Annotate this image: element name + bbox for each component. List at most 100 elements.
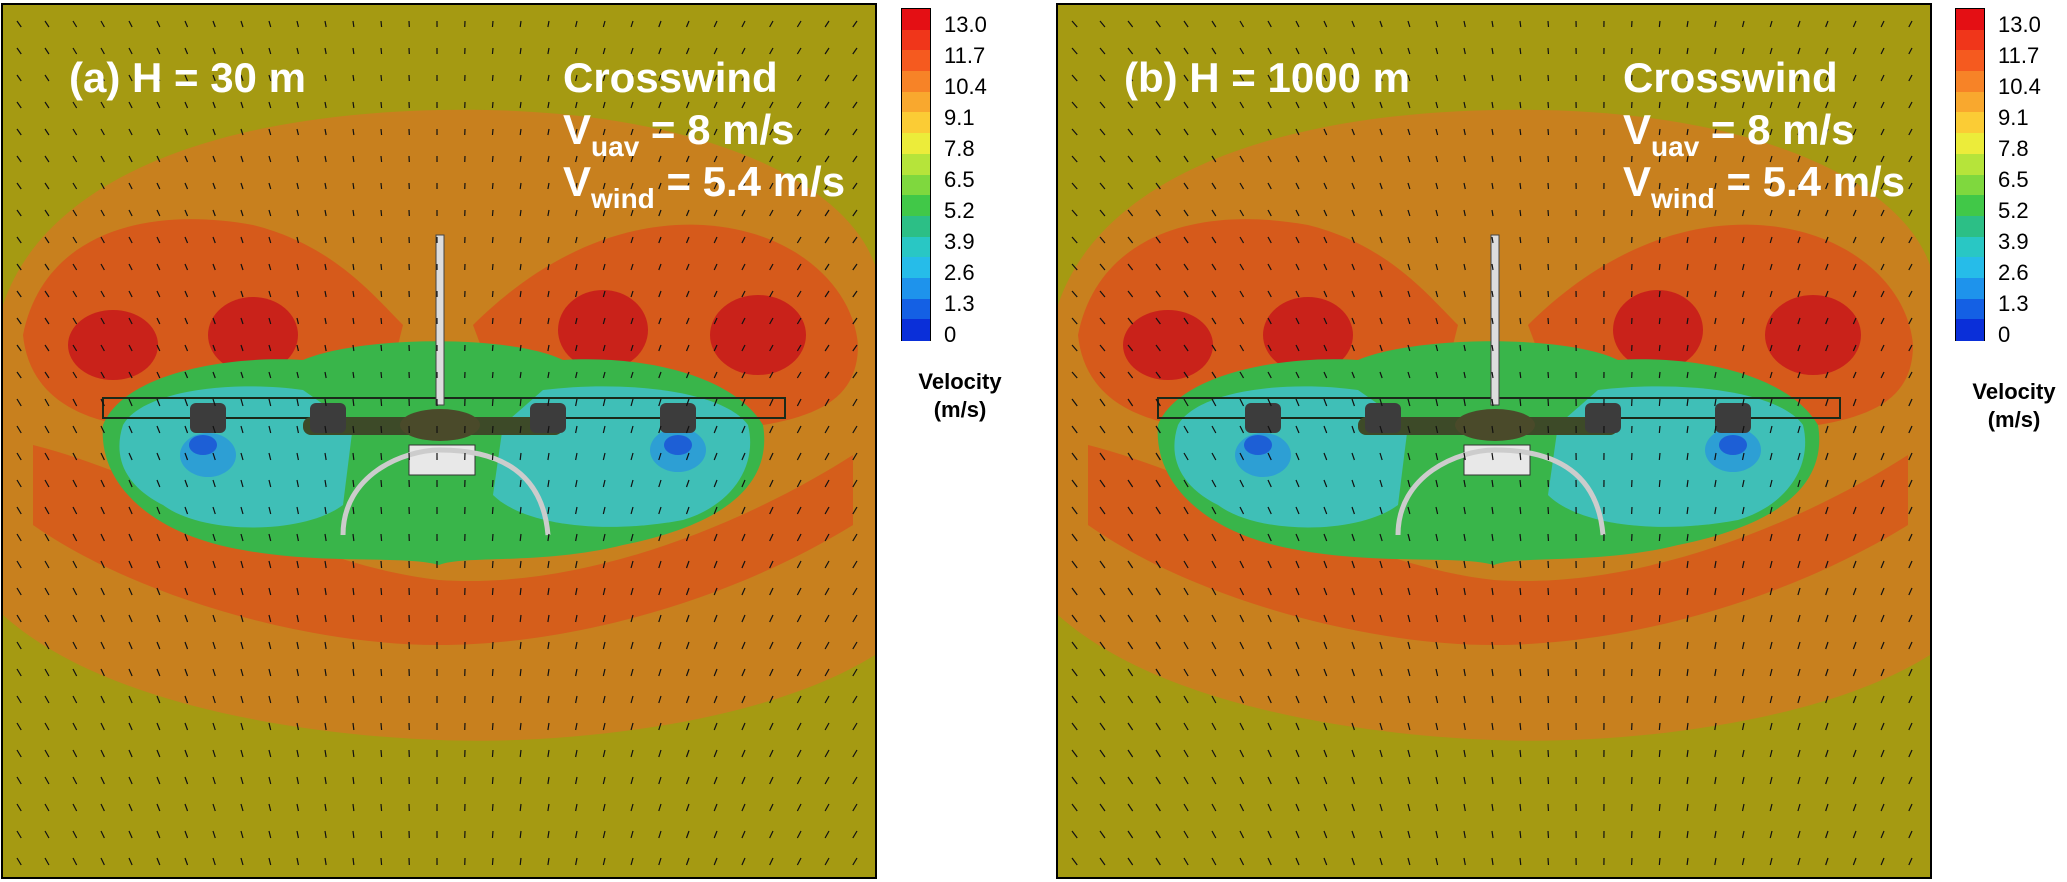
velocity-vector [184, 290, 189, 298]
velocity-vector [1825, 695, 1829, 704]
velocity-vector [1825, 722, 1829, 731]
velocity-vector [1127, 236, 1134, 244]
velocity-vector [324, 209, 327, 217]
velocity-vector [380, 533, 383, 542]
velocity-vector [796, 236, 802, 244]
velocity-vector [1880, 20, 1885, 28]
velocity-vector [380, 857, 383, 866]
velocity-vector [1769, 722, 1773, 731]
velocity-vector [1099, 830, 1106, 839]
velocity-vector [769, 479, 774, 488]
velocity-vector [685, 398, 690, 407]
velocity-vector [519, 155, 522, 163]
velocity-vector [1880, 506, 1885, 515]
velocity-vector [128, 479, 133, 488]
velocity-vector [128, 587, 133, 596]
panel-a-condition: Crosswind [563, 54, 778, 101]
velocity-vector [1852, 290, 1857, 298]
velocity-vector [630, 290, 634, 298]
velocity-vector [796, 479, 802, 488]
velocity-vector [1519, 209, 1522, 217]
velocity-vector [156, 668, 161, 677]
velocity-vector [1491, 74, 1494, 82]
velocity-vector [1519, 344, 1522, 352]
velocity-vector [713, 290, 718, 298]
velocity-vector [380, 182, 383, 190]
velocity-vector [769, 317, 774, 325]
velocity-vector [268, 74, 272, 82]
velocity-vector [685, 479, 690, 488]
velocity-vector [128, 560, 133, 569]
velocity-vector [575, 101, 578, 109]
velocity-vector [796, 290, 802, 298]
velocity-vector [156, 641, 161, 650]
velocity-vector [852, 749, 858, 758]
velocity-vector [1658, 20, 1661, 28]
velocity-vector [1239, 182, 1245, 190]
velocity-vector [602, 290, 606, 298]
velocity-vector [212, 830, 216, 839]
velocity-vector [1239, 668, 1245, 677]
velocity-vector [1880, 101, 1885, 109]
velocity-vector [519, 371, 522, 379]
velocity-vector [685, 452, 690, 461]
velocity-vector [1908, 344, 1913, 352]
velocity-vector [1379, 371, 1383, 379]
velocity-vector [380, 695, 383, 704]
velocity-vector [1267, 668, 1272, 677]
velocity-vector [1127, 533, 1134, 542]
velocity-vector [72, 560, 78, 569]
velocity-vector [240, 722, 244, 731]
velocity-vector [491, 344, 494, 352]
velocity-vector [268, 668, 272, 677]
velocity-vector [1183, 830, 1189, 839]
velocity-vector [630, 857, 634, 866]
velocity-vector [1825, 74, 1829, 82]
velocity-vector [1239, 236, 1245, 244]
velocity-vector [602, 722, 606, 731]
velocity-vector [1267, 587, 1272, 596]
velocity-vector [72, 20, 78, 28]
velocity-vector [1351, 749, 1355, 758]
velocity-vector [741, 479, 746, 488]
velocity-vector [824, 587, 830, 596]
velocity-vector [852, 182, 858, 190]
velocity-vector [1379, 290, 1383, 298]
velocity-vector [852, 74, 858, 82]
velocity-vector [1908, 749, 1913, 758]
velocity-vector [1379, 398, 1383, 407]
velocity-vector [1183, 533, 1189, 542]
velocity-vector [519, 452, 522, 461]
velocity-vector [1797, 398, 1801, 407]
velocity-vector [212, 47, 216, 55]
velocity-vector [352, 506, 355, 515]
velocity-vector [1183, 101, 1189, 109]
velocity-vector [713, 614, 718, 623]
velocity-vector [72, 830, 78, 839]
velocity-vector [156, 371, 161, 379]
velocity-vector [1267, 155, 1272, 163]
velocity-vector [1071, 398, 1078, 407]
velocity-vector [491, 506, 494, 515]
velocity-vector [769, 425, 774, 434]
velocity-vector [380, 614, 383, 623]
velocity-vector [741, 857, 746, 866]
velocity-vector [1183, 506, 1189, 515]
velocity-vector [184, 479, 189, 488]
velocity-vector [1519, 182, 1522, 190]
velocity-vector [796, 668, 802, 677]
velocity-vector [324, 452, 327, 461]
velocity-vector [824, 263, 830, 271]
velocity-vector [128, 506, 133, 515]
colorbar-tick-label: 3.9 [944, 229, 975, 254]
velocity-vector [1658, 857, 1661, 866]
velocity-vector [212, 74, 216, 82]
velocity-vector [1825, 47, 1829, 55]
colorbar-band [902, 29, 930, 52]
velocity-vector [602, 749, 606, 758]
velocity-vector [16, 452, 22, 461]
velocity-vector [575, 695, 578, 704]
velocity-vector [16, 182, 22, 190]
velocity-vector [769, 452, 774, 461]
velocity-vector [128, 533, 133, 542]
